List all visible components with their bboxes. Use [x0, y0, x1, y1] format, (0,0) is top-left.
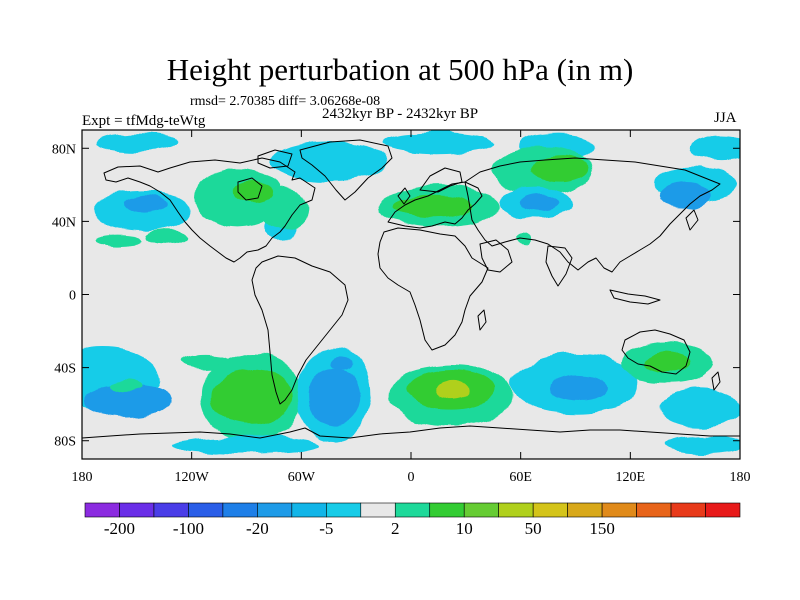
- anomaly-region-green: [643, 351, 691, 374]
- colorbar-swatch: [705, 502, 741, 518]
- anomaly-region-light-blue: [96, 133, 178, 152]
- colorbar-swatch: [360, 502, 396, 518]
- colorbar-swatch: [119, 502, 155, 518]
- anomaly-region-mid-blue: [83, 384, 172, 417]
- colorbar-swatch: [463, 502, 499, 518]
- y-tick-label: 80S: [54, 435, 76, 450]
- coast-india: [545, 245, 573, 287]
- x-tick-label: 0: [408, 470, 415, 485]
- coast-indonesia: [609, 289, 661, 305]
- x-tick-label: 180: [730, 470, 751, 485]
- center-subtitle: 2432kyr BP - 2432kyr BP: [322, 106, 479, 122]
- colorbar-swatch: [636, 502, 672, 518]
- anomaly-region-mid-blue: [518, 193, 560, 213]
- anomaly-region-mid-blue: [332, 354, 351, 370]
- anomaly-region-mid-blue: [659, 183, 711, 209]
- colorbar: -200 -100 -20 -5 2 10 50 150: [84, 502, 741, 538]
- anomaly-region-light-blue: [270, 140, 388, 182]
- coast-baffin: [257, 149, 293, 169]
- x-tick-label: 120W: [175, 470, 210, 485]
- colorbar-label: -20: [246, 519, 269, 538]
- coast-madagascar: [477, 309, 487, 331]
- coast-south-america: [251, 255, 349, 405]
- anomaly-region-light-blue: [173, 435, 320, 454]
- anomaly-region-green-blue: [113, 380, 143, 392]
- y-tick-label: 40N: [52, 215, 76, 230]
- colorbar-label: 150: [589, 519, 615, 538]
- x-tick-label: 180: [72, 470, 93, 485]
- colorbar-swatch: [429, 502, 465, 518]
- anomaly-region-light-blue: [659, 387, 740, 428]
- anomaly-region-green: [531, 155, 591, 182]
- coast-hudson-bay: [237, 177, 263, 201]
- coast-australia: [621, 329, 691, 375]
- colorbar-swatch: [567, 502, 603, 518]
- axis-labels: 180 120W 60W 0 60E 120E 180 80N 40N 0 40S 80S: [52, 142, 751, 485]
- stats-text: rmsd= 2.70385 diff= 3.06268e-08: [190, 94, 381, 109]
- x-tick-label: 120E: [616, 470, 646, 485]
- colorbar-swatch: [601, 502, 637, 518]
- coast-africa: [377, 227, 489, 351]
- colorbar-swatch: [498, 502, 534, 518]
- anomaly-region-green-blue: [259, 188, 307, 229]
- coast-uk: [397, 187, 411, 205]
- experiment-label: Expt = tfMdg-teWtg: [82, 113, 206, 129]
- x-tick-label: 60W: [288, 470, 316, 485]
- coast-north-america: [103, 157, 316, 263]
- coast-asia: [464, 157, 721, 273]
- anomaly-region-mid-blue: [549, 374, 609, 401]
- coast-japan: [685, 209, 699, 231]
- anomaly-field: [82, 131, 740, 454]
- coast-new-zealand: [711, 371, 721, 391]
- colorbar-label: -100: [173, 519, 204, 538]
- coast-arabia: [479, 239, 513, 273]
- colorbar-label: -200: [104, 519, 135, 538]
- colorbar-swatch: [153, 502, 189, 518]
- colorbar-swatch: [84, 502, 120, 518]
- colorbar-label: 2: [391, 519, 400, 538]
- anomaly-region-green: [392, 195, 474, 218]
- chart-title: Height perturbation at 500 hPa (in m): [166, 52, 634, 87]
- anomaly-region-mid-blue: [124, 195, 168, 215]
- colorbar-swatch: [222, 502, 258, 518]
- anomaly-region-green-blue: [145, 228, 190, 244]
- anomaly-region-green-blue: [517, 234, 532, 246]
- coast-antarctica: [82, 425, 740, 439]
- y-tick-label: 0: [69, 289, 76, 304]
- anomaly-region-light-blue: [688, 135, 740, 162]
- coast-greenland: [299, 139, 393, 201]
- colorbar-swatch: [532, 502, 568, 518]
- y-tick-label: 80N: [52, 142, 76, 157]
- anomaly-region-light-blue: [663, 435, 740, 454]
- colorbar-swatch: [257, 502, 293, 518]
- colorbar-swatch: [394, 502, 431, 518]
- season-label: JJA: [714, 110, 737, 126]
- y-tick-label: 40S: [54, 362, 76, 377]
- axis-ticks: [81, 130, 741, 459]
- anomaly-region-green-blue: [96, 234, 141, 246]
- anomaly-region-mid-blue: [308, 367, 360, 427]
- anomaly-region-green: [211, 369, 293, 425]
- coast-scandinavia: [419, 167, 463, 193]
- coastlines: [82, 139, 740, 439]
- colorbar-label: 10: [456, 519, 473, 538]
- colorbar-label: 50: [525, 519, 542, 538]
- anomaly-region-yellow-green: [434, 380, 468, 399]
- colorbar-label: -5: [319, 519, 333, 538]
- anomaly-region-light-blue: [383, 131, 494, 154]
- coast-europe: [387, 181, 483, 229]
- x-tick-label: 60E: [509, 470, 532, 485]
- colorbar-swatch: [670, 502, 706, 518]
- colorbar-swatch: [326, 502, 362, 518]
- colorbar-swatch: [188, 502, 224, 518]
- colorbar-swatch: [291, 502, 327, 518]
